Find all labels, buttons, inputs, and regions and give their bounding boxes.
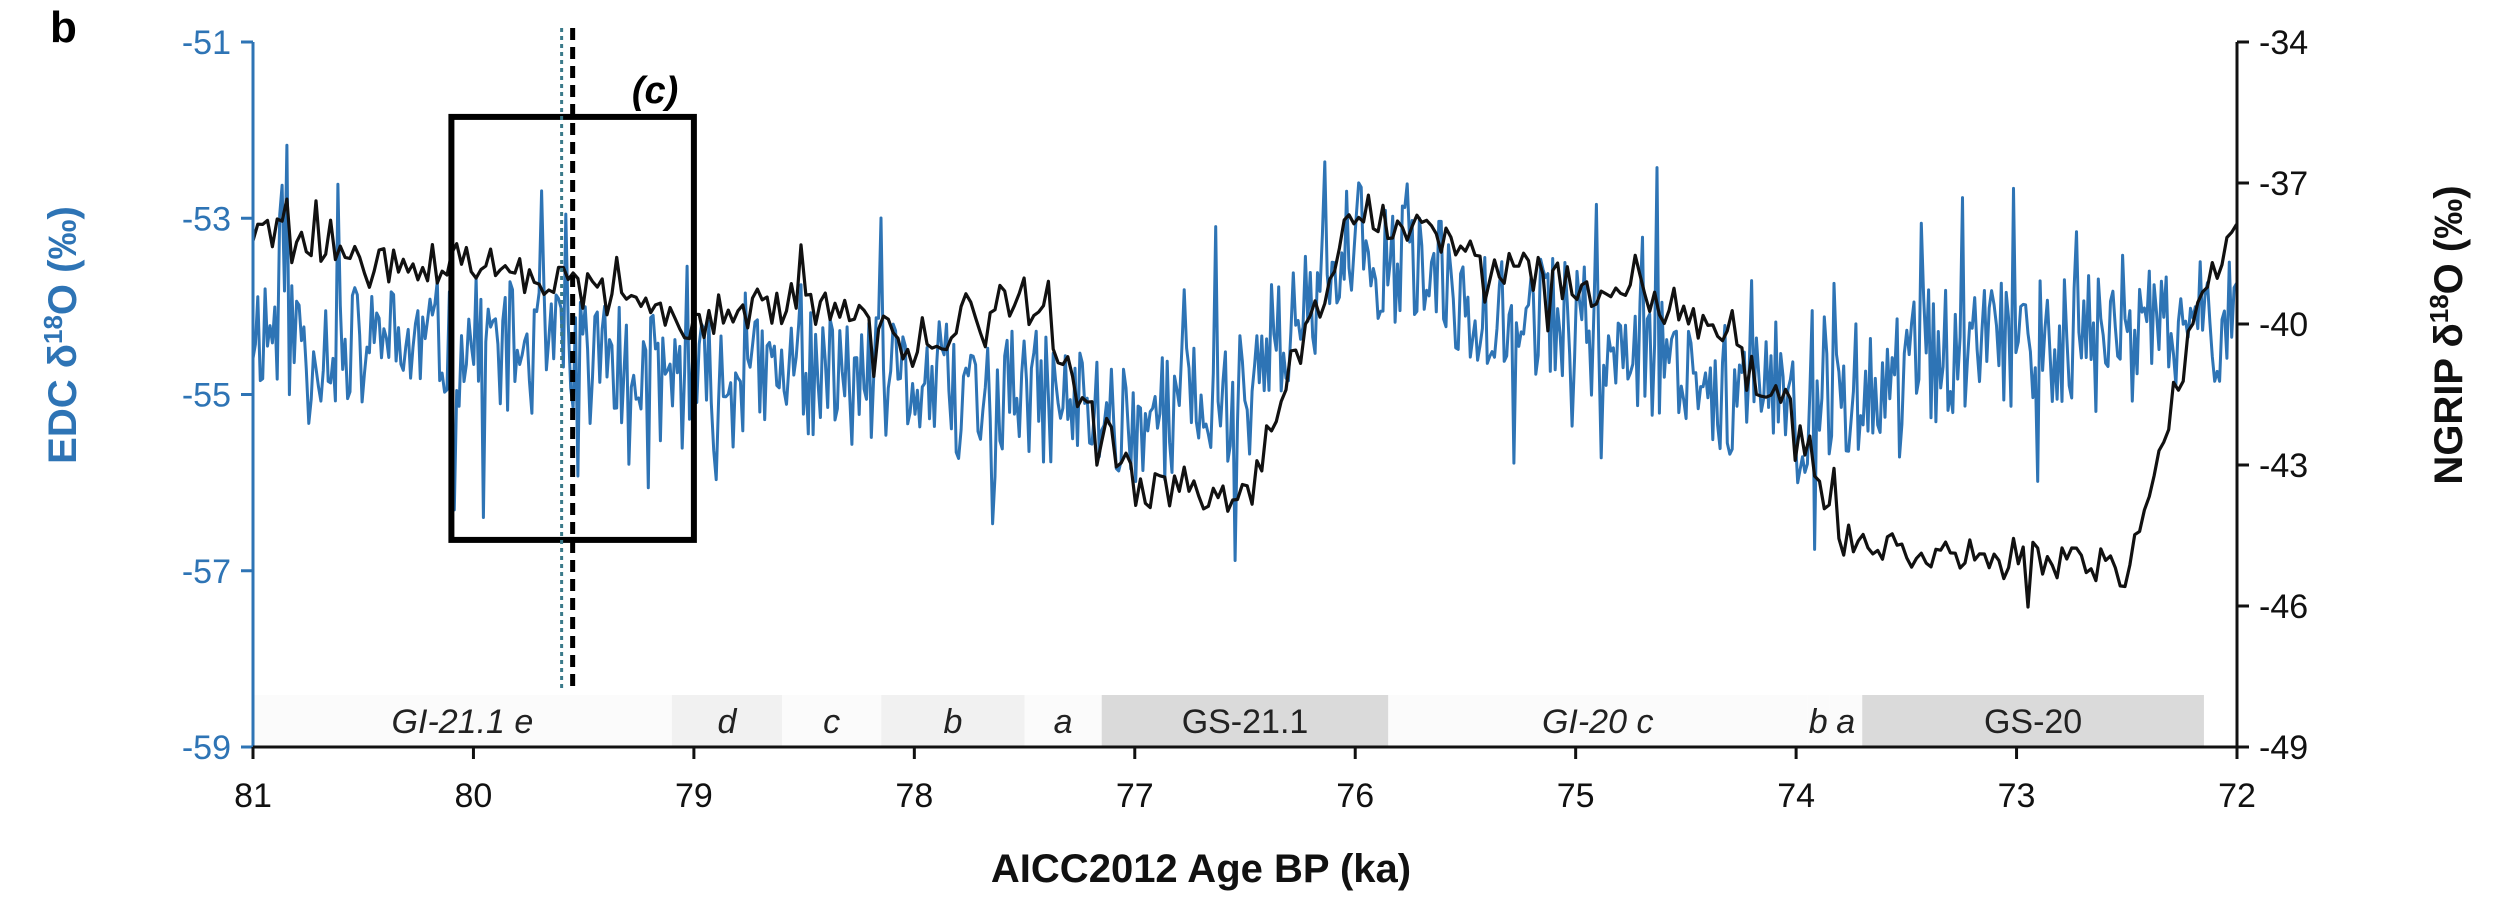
right-y-title-end: O (‰): [2427, 185, 2471, 294]
panel-label: b: [50, 3, 77, 52]
x-axis-title: AICC2012 Age BP (ka): [991, 847, 1411, 891]
right-tick-label: -34: [2259, 24, 2308, 62]
period-band: [1862, 695, 2204, 747]
x-tick-label: 72: [2218, 777, 2256, 815]
edc-series: [251, 143, 2238, 562]
left-tick-label: -59: [182, 729, 231, 767]
x-tick-label: 80: [455, 777, 493, 815]
ngrip-line: [251, 193, 2238, 609]
period-label: GS-20: [1984, 703, 2082, 741]
x-tick-label: 75: [1557, 777, 1595, 815]
period-band: [253, 695, 672, 747]
x-tick-label: 74: [1777, 777, 1815, 815]
x-tick-label: 79: [675, 777, 713, 815]
period-label: a: [1054, 703, 1073, 741]
left-y-title-sup: 18: [38, 315, 68, 344]
right-y-title-main: NGRIP δ: [2427, 323, 2471, 484]
right-y-ticks: -34 -37 -40 -43 -46 -49: [2237, 24, 2308, 767]
right-tick-label: -40: [2259, 306, 2308, 344]
period-label: a: [1836, 703, 1855, 741]
period-label: GS-21.1: [1182, 703, 1309, 741]
x-tick-label: 76: [1336, 777, 1374, 815]
x-tick-label: 81: [234, 777, 272, 815]
period-label: b: [1809, 703, 1828, 741]
period-label: GI-21.1 e: [392, 703, 534, 741]
x-tick-label: 77: [1116, 777, 1154, 815]
axes: -51 -53 -55 -57 -59 -34 -37 -40 -43 -46 -49 81 80 7…: [182, 24, 2308, 815]
left-y-title-end: O (‰): [41, 206, 85, 315]
period-label: d: [717, 703, 737, 741]
period-label: GI-20 c: [1542, 703, 1653, 741]
period-band: [1101, 695, 1389, 747]
right-tick-label: -37: [2259, 165, 2308, 203]
period-band: [782, 695, 882, 747]
left-y-title-main: EDC δ: [41, 344, 85, 464]
inset-box-label: (c): [632, 70, 678, 112]
left-tick-label: -53: [182, 200, 231, 238]
x-tick-label: 73: [1998, 777, 2036, 815]
period-label: c: [823, 703, 840, 741]
period-band: [1388, 695, 1808, 747]
annotations: (c): [448, 28, 697, 690]
right-tick-label: -43: [2259, 447, 2308, 485]
period-bands: GI-21.1 e d c b a GS-21.1 GI-20 c b a GS-20: [253, 695, 2204, 747]
period-band: [671, 695, 783, 747]
inset-box: [448, 113, 697, 543]
period-band: [1807, 695, 1830, 747]
left-tick-label: -55: [182, 377, 231, 415]
right-y-axis-title: NGRIP δ18O (‰): [2424, 185, 2471, 484]
right-y-title-sup: 18: [2424, 294, 2454, 323]
period-label: b: [943, 703, 962, 741]
period-band: [1829, 695, 1863, 747]
left-tick-label: -57: [182, 553, 231, 591]
x-tick-label: 78: [895, 777, 933, 815]
left-tick-label: -51: [182, 24, 231, 62]
period-band: [881, 695, 1025, 747]
right-tick-label: -46: [2259, 588, 2308, 626]
edc-line: [251, 143, 2238, 562]
period-band: [1024, 695, 1102, 747]
right-tick-label: -49: [2259, 729, 2308, 767]
left-y-axis-title: EDC δ18O (‰): [38, 206, 85, 464]
left-y-ticks: -51 -53 -55 -57 -59: [182, 24, 253, 767]
ngrip-series: [251, 193, 2238, 609]
x-ticks: 81 80 79 78 77 76 75 74 73 72: [234, 747, 2256, 815]
